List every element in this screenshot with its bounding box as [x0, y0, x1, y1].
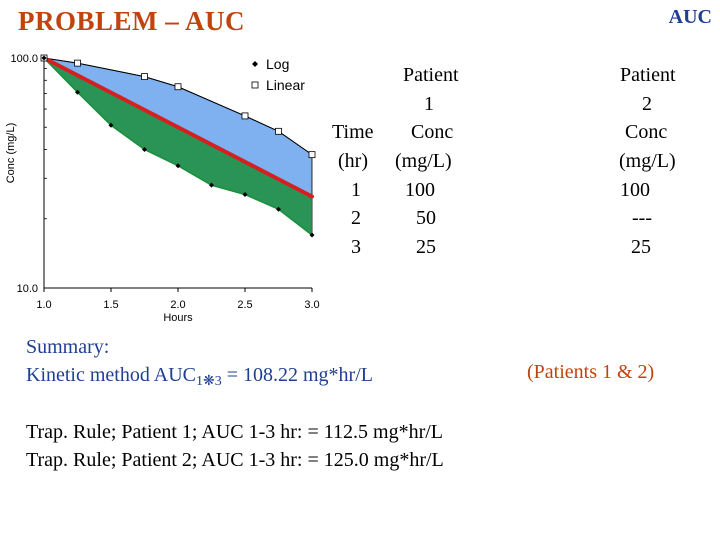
legend-log-marker: [252, 61, 258, 67]
linear-point: [74, 59, 81, 67]
y-tick-label: 10.0: [17, 283, 38, 295]
time-row-3: 3: [351, 236, 361, 258]
log-region-fill: [44, 58, 312, 235]
time-header-line2: (hr): [338, 150, 368, 172]
kinetic-sub-a: 1: [195, 374, 203, 389]
linear-point: [141, 73, 148, 81]
p2-header-line1: Patient: [620, 64, 676, 86]
page-title: PROBLEM – AUC: [18, 6, 246, 36]
p2-header-line4: (mg/L): [619, 150, 676, 172]
time-header-line1: Time: [332, 121, 374, 143]
conc2-row-2: ---: [632, 207, 652, 229]
conc1-row-3: 25: [416, 236, 436, 258]
x-tick-label: 2.5: [237, 299, 252, 311]
legend-linear-label: Linear: [266, 77, 305, 93]
p1-header-line2: 1: [424, 93, 434, 115]
corner-label: AUC: [668, 6, 712, 28]
conc1-header-line2: (mg/L): [395, 150, 452, 172]
trap-line-2: Trap. Rule; Patient 2; AUC 1-3 hr: = 125…: [26, 449, 444, 471]
linear-point: [241, 112, 249, 120]
p2-header-line2: 2: [642, 93, 652, 115]
conc2-row-1: 100: [620, 179, 650, 201]
p2-header-line3: Conc: [625, 121, 668, 143]
log-point: [175, 163, 181, 169]
conc1-row-1: 100: [405, 179, 435, 201]
log-point: [108, 122, 114, 128]
kinetic-sub-mid: ❋: [202, 374, 215, 389]
log-point: [276, 206, 281, 212]
conc2-row-3: 25: [631, 236, 651, 258]
x-tick-label: 1.0: [36, 299, 51, 311]
kinetic-prefix: Kinetic method AUC: [26, 364, 196, 386]
auc-chart: 1.0 1.5 2.0 2.5 3.0 100.0 10.0 Hours Conc (mg/L)…: [5, 50, 328, 324]
summary-heading: Summary:: [26, 336, 110, 358]
conc1-row-2: 50: [416, 207, 436, 229]
log-point: [242, 191, 248, 197]
log-point: [209, 182, 214, 188]
trap-line-1: Trap. Rule; Patient 1; AUC 1-3 hr: = 112…: [26, 421, 444, 443]
y-tick-label: 100.0: [10, 53, 38, 65]
time-row-2: 2: [351, 207, 361, 229]
x-tick-label: 1.5: [103, 299, 118, 311]
kinetic-line: Kinetic method AUC1❋3 = 108.22 mg*hr/L: [26, 361, 373, 396]
linear-point: [174, 83, 182, 91]
conc1-header-line1: Conc: [411, 121, 454, 143]
legend-log-label: Log: [266, 56, 289, 72]
x-tick-label: 3.0: [304, 299, 319, 311]
linear-point: [308, 151, 316, 159]
trap-block: Trap. Rule; Patient 1; AUC 1-3 hr: = 112…: [26, 418, 444, 474]
log-point: [309, 232, 315, 238]
legend-linear-marker: [251, 81, 259, 89]
patients-note: (Patients 1 & 2): [527, 361, 655, 383]
kinetic-sub-b: 3: [214, 374, 222, 389]
p1-header-line1: Patient: [403, 64, 459, 86]
kinetic-value: = 108.22 mg*hr/L: [221, 364, 373, 386]
summary-block: Summary: Kinetic method AUC1❋3 = 108.22 …: [26, 333, 373, 396]
y-axis-label: Conc (mg/L): [5, 123, 17, 184]
x-tick-label: 2.0: [170, 299, 185, 311]
red-chord-line: [42, 56, 314, 199]
log-point: [75, 89, 80, 95]
x-axis-label: Hours: [163, 312, 193, 324]
linear-point: [275, 127, 282, 135]
log-point: [41, 55, 47, 61]
time-row-1: 1: [351, 179, 361, 201]
log-point: [142, 147, 147, 153]
